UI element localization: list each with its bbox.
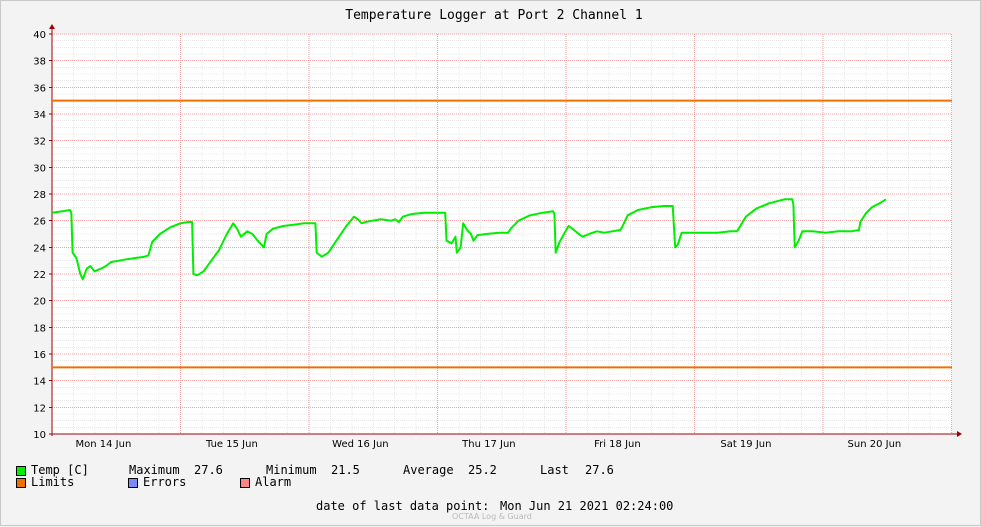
y-tick-label: 26 [33,217,46,228]
footer-watermark: OCTAA Log & Guard [452,512,532,521]
chart-title: Temperature Logger at Port 2 Channel 1 [345,8,642,23]
y-tick-label: 34 [33,110,46,121]
x-axis-arrow [957,431,962,437]
y-tick-label: 18 [33,323,46,334]
y-tick-label: 36 [33,83,46,94]
y-tick-label: 14 [33,377,46,388]
y-tick-label: 28 [33,190,46,201]
x-tick-label: Mon 14 Jun [76,439,132,450]
y-tick-label: 30 [33,163,46,174]
y-axis-arrow [49,24,55,29]
y-tick-label: 12 [33,403,46,414]
x-tick-label: Sat 19 Jun [720,439,771,450]
y-tick-label: 22 [33,270,46,281]
x-tick-label: Wed 16 Jun [332,439,389,450]
x-tick-label: Thu 17 Jun [461,439,516,450]
x-tick-label: Tue 15 Jun [205,439,258,450]
series-line-temp [51,198,887,281]
y-tick-label: 16 [33,350,46,361]
x-tick-label: Fri 18 Jun [594,439,641,450]
y-tick-label: 24 [33,243,46,254]
y-tick-label: 20 [33,297,46,308]
y-tick-label: 32 [33,137,46,148]
y-tick-label: 40 [33,30,46,41]
x-tick-label: Sun 20 Jun [848,439,902,450]
y-tick-label: 10 [33,430,46,441]
y-tick-label: 38 [33,57,46,68]
